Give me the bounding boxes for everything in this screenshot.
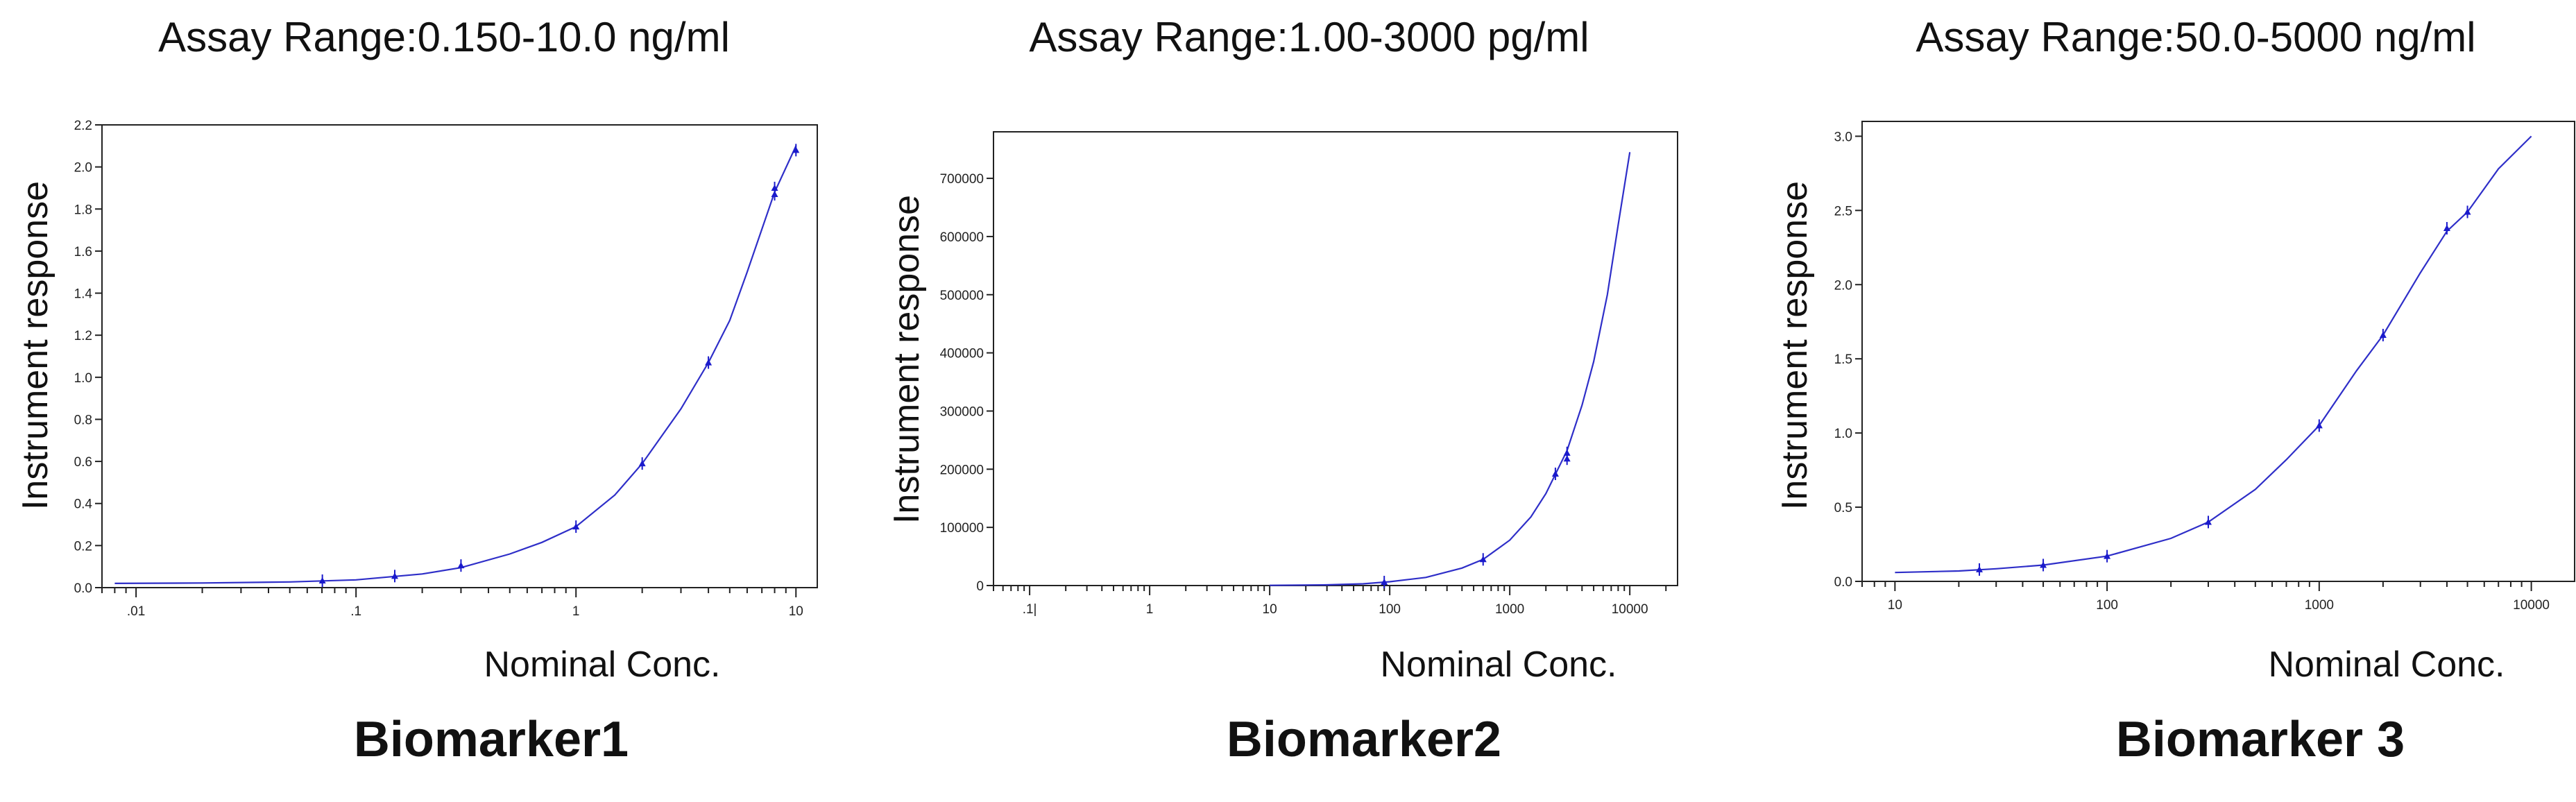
y-tick-label: 0.6 [74,455,92,470]
data-point [2204,518,2212,525]
x-tick-label: .1 [350,604,361,619]
x-tick-label: .01 [127,604,145,619]
data-point [638,460,646,467]
plot-area: .1| 1 10 100 1000 100000100000200000300000400… [940,131,1678,617]
data-point [572,523,580,530]
biomarker-name: Biomarker 3 [2116,712,2405,767]
data-point [792,146,800,153]
y-tick-label: 0 [976,579,984,594]
y-tick-label: 0.8 [74,413,92,427]
y-axis-label: Instrument response [1775,181,1815,510]
data-point [1563,449,1571,456]
y-tick-label: 1.0 [1834,427,1852,441]
y-tick-label: 200000 [940,463,984,477]
x-tick-label: 10000 [2513,598,2550,613]
chart-biomarker1: Assay Range:0.150-10.0 ng/ml Instrument … [15,14,818,767]
plot-frame [101,124,818,588]
data-point [2443,224,2450,231]
y-tick-label: 1.4 [74,287,93,302]
y-tick-label: 2.0 [1834,278,1852,293]
x-tick-label: 10 [1888,598,1902,613]
x-tick-label: 1000 [2305,598,2334,613]
plot-frame [993,131,1678,586]
x-axis-label: Nominal Conc. [484,645,720,685]
x-tick-label: .1| [1023,602,1037,617]
data-point [318,577,326,583]
fit-curve [114,145,797,584]
data-point [2464,208,2471,215]
y-tick-label: 2.2 [74,119,92,133]
y-tick-label: 1.6 [74,245,92,259]
x-tick-label: 1 [1146,602,1154,617]
data-point [2040,561,2047,568]
data-point [1479,556,1487,563]
y-tick-label: 1.8 [74,203,92,217]
fit-curve [1895,135,2532,574]
chart-title: Assay Range:50.0-5000 ng/ml [1916,14,2475,60]
y-axis-label: Instrument response [15,181,56,510]
biomarker-name: Biomarker1 [354,712,629,767]
y-tick-label: 100000 [940,521,984,536]
y-axis-label: Instrument response [887,195,927,524]
data-point [1551,470,1559,477]
data-point [705,359,713,366]
data-point [2379,331,2387,338]
y-tick-label: 1.5 [1834,352,1852,367]
chart-title: Assay Range:1.00-3000 pg/ml [1029,14,1589,60]
y-tick-label: 2.5 [1834,204,1852,219]
x-tick-label: 100 [1379,602,1401,617]
plot-frame [1861,121,2575,582]
y-tick-label: 2.0 [74,161,92,176]
data-point [1976,565,1984,572]
y-tick-label: 0.4 [74,497,93,512]
x-tick-label: 10000 [1612,602,1648,617]
data-point [2104,552,2111,559]
y-tick-label: 300000 [940,404,984,419]
y-tick-label: 700000 [940,172,984,187]
y-tick-label: 500000 [940,289,984,303]
y-tick-label: 0.0 [74,581,92,596]
fit-curve [1270,152,1631,586]
data-point [2315,422,2323,429]
y-tick-label: 3.0 [1834,130,1852,144]
plot-area: .01 .1 1 10 0.0 0.2 0.4 0.6 0.8 1.0 1.2 1.4 1.6 1.8 2.… [74,119,818,619]
x-tick-label: 10 [1263,602,1277,617]
y-tick-label: 0.0 [1834,575,1852,590]
y-tick-label: 1.0 [74,371,92,386]
x-tick-label: 1 [572,604,580,619]
chart-biomarker2: Assay Range:1.00-3000 pg/ml Instrument r… [887,14,1678,767]
y-tick-label: 600000 [940,230,984,245]
x-tick-label: 1000 [1495,602,1524,617]
x-tick-label: 100 [2096,598,2118,613]
x-tick-label: 10 [789,604,803,619]
data-point [391,572,398,579]
chart-biomarker3: Assay Range:50.0-5000 ng/ml Instrument r… [1775,14,2575,767]
y-tick-label: 0.5 [1834,501,1852,515]
y-tick-label: 0.2 [74,539,92,554]
x-axis-label: Nominal Conc. [2268,645,2505,685]
chart-title: Assay Range:0.150-10.0 ng/ml [158,14,730,60]
y-tick-label: 400000 [940,347,984,361]
data-point [1381,578,1388,585]
plot-area: 10 100 1000 10000 0.0 0.5 1.0 1.5 2.0 2.5 3.0 [1834,121,2575,613]
data-point [771,184,778,191]
data-point [457,562,465,569]
x-axis-label: Nominal Conc. [1380,645,1617,685]
biomarker-name: Biomarker2 [1227,712,1501,767]
y-tick-label: 1.2 [74,329,92,343]
